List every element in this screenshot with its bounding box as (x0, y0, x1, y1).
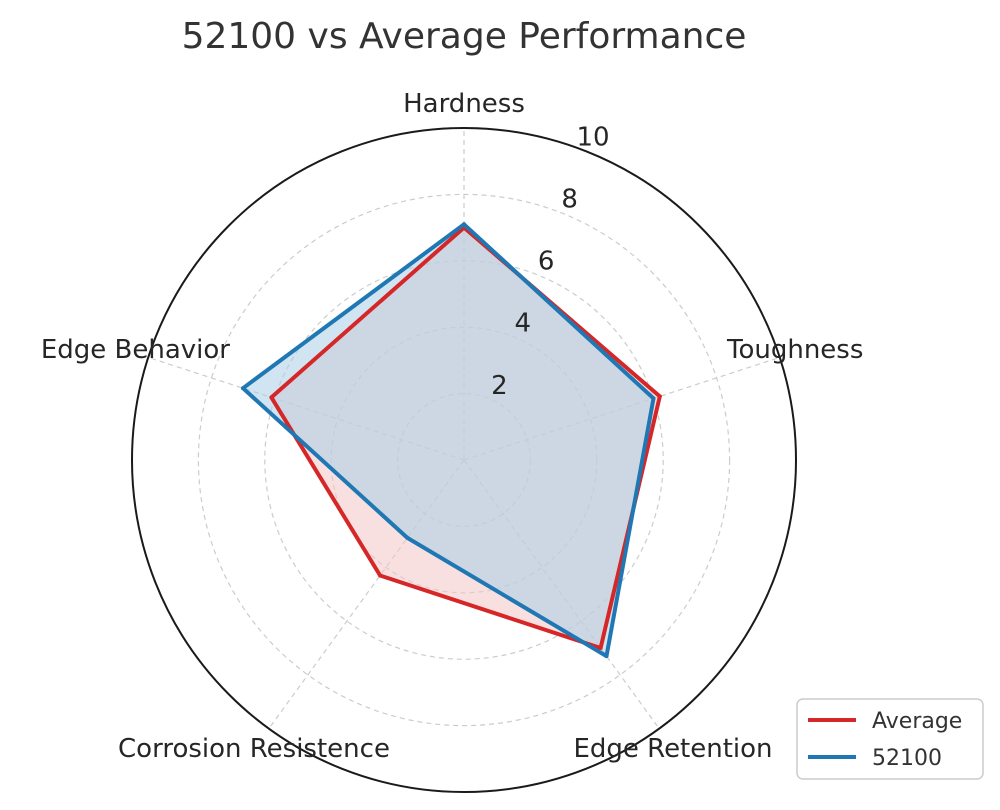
data-point-average-corrosion-resistence (378, 573, 383, 578)
axis-label-toughness: Toughness (726, 335, 863, 365)
outer-frame (131, 127, 797, 793)
data-point-52100-toughness (651, 396, 656, 401)
legend-label-52100: 52100 (872, 746, 942, 771)
data-point-average-edge-retention (598, 646, 603, 650)
series-layer (241, 222, 662, 659)
series-line-average (269, 225, 662, 650)
series-line-52100 (241, 222, 656, 659)
data-point-52100-hardness (462, 222, 466, 227)
tick-label-4: 4 (515, 309, 532, 339)
axis-label-corrosion-resistence: Corrosion Resistence (118, 734, 390, 764)
data-point-52100-edge-retention (604, 654, 609, 659)
tick-label-8: 8 (561, 184, 578, 214)
axis-label-edge-behavior: Edge Behavior (41, 335, 230, 365)
axis-label-edge-retention: Edge Retention (573, 734, 772, 764)
chart-title: 52100 vs Average Performance (182, 16, 747, 57)
legend-label-average: Average (872, 709, 962, 734)
label-layer: 2 4 6 8 10 Hardness Toughness Edge Retention Cor… (41, 89, 864, 764)
tick-label-2: 2 (491, 371, 508, 401)
axis-label-hardness: Hardness (403, 89, 525, 119)
data-point-average-toughness (657, 394, 662, 399)
legend: Average 52100 (796, 698, 984, 780)
tick-label-6: 6 (538, 247, 555, 277)
tick-label-10: 10 (576, 122, 609, 152)
data-point-average-edge-behavior (269, 395, 274, 400)
data-point-52100-edge-behavior (241, 386, 245, 391)
data-point-52100-corrosion-resistence (405, 535, 410, 540)
